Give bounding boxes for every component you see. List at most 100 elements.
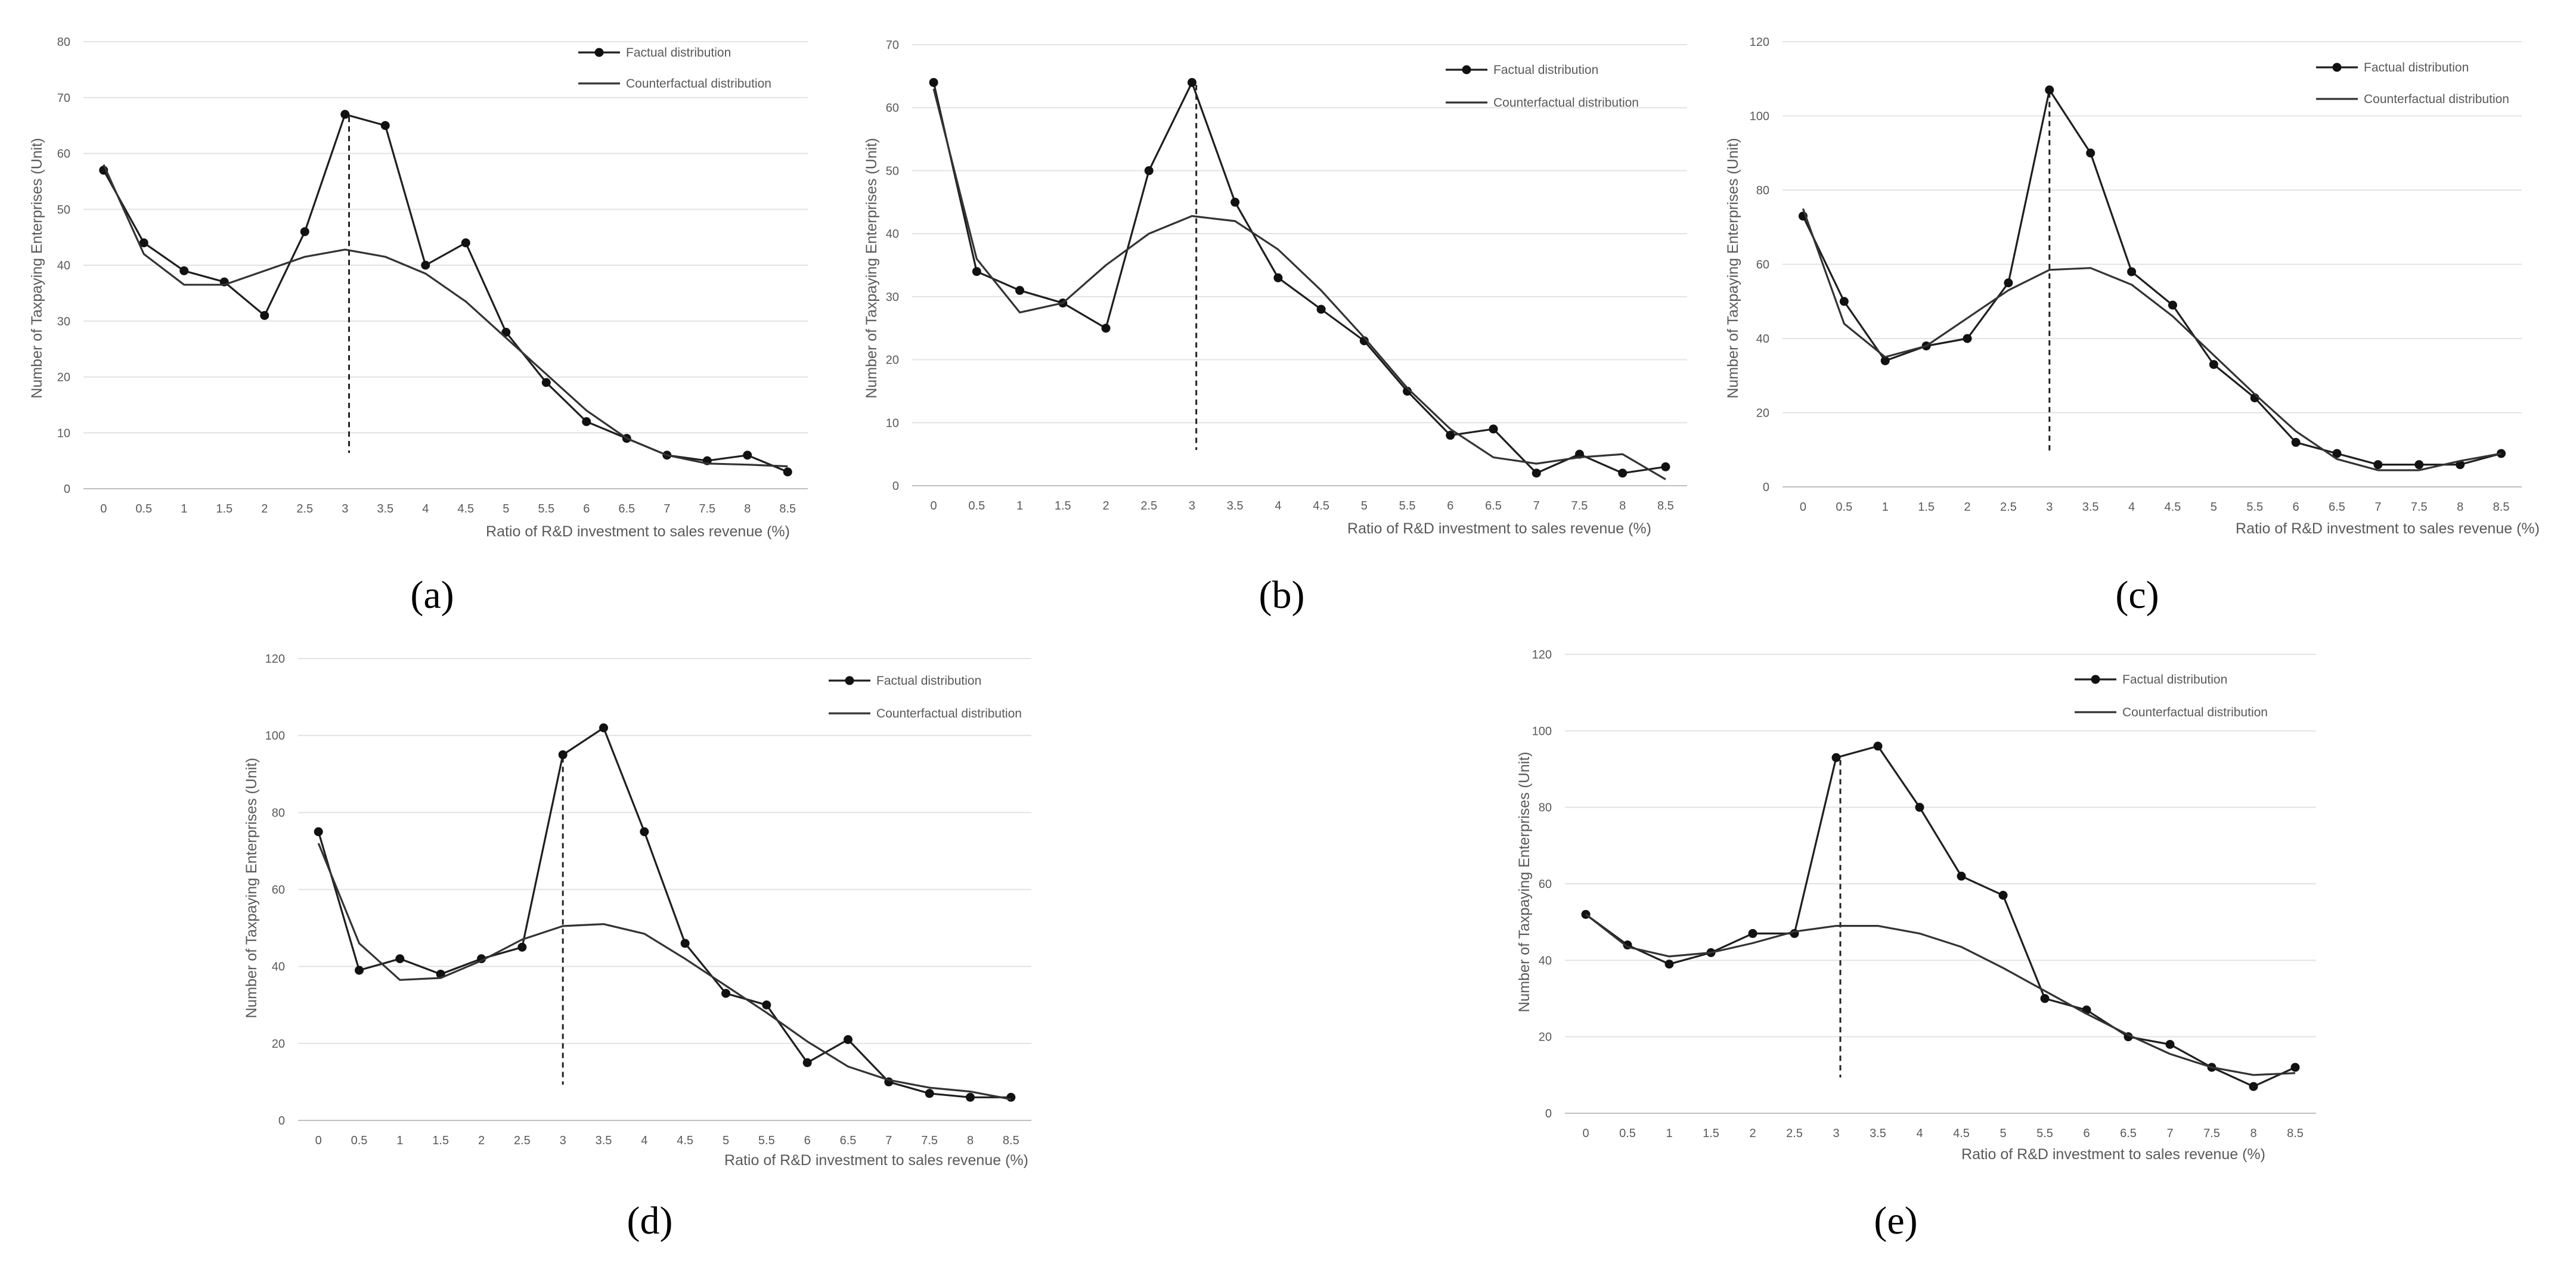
x-tick-label: 7.5 [2411,501,2428,514]
factual-data-point [558,750,568,759]
y-tick-label: 50 [886,164,899,178]
counterfactual-series-line [1585,914,2296,1076]
y-tick-label: 120 [265,653,285,666]
x-tick-label: 4.5 [457,502,474,516]
x-tick-label: 6 [2293,501,2299,514]
factual-data-point [2373,460,2383,470]
y-axis-title: Number of Taxpaying Enterprises (Unit) [29,138,45,398]
factual-data-point [582,417,591,426]
x-tick-label: 3.5 [1227,499,1244,513]
x-tick-label: 5 [723,1134,729,1147]
legend-counterfactual-label: Counterfactual distribution [2122,706,2268,719]
factual-data-point [1618,468,1628,478]
x-tick-label: 5.5 [2246,501,2263,514]
y-tick-label: 40 [57,259,70,272]
x-tick-label: 0 [100,502,107,516]
y-tick-label: 80 [1539,802,1552,815]
x-tick-label: 0 [931,499,937,513]
factual-data-point [314,827,323,837]
x-tick-label: 5.5 [1399,499,1416,513]
factual-data-point [1230,197,1240,207]
factual-data-point [783,467,792,477]
legend-factual-marker [1462,65,1471,74]
x-tick-label: 6.5 [618,502,635,516]
x-tick-label: 3.5 [377,502,393,516]
y-tick-label: 0 [278,1114,285,1128]
legend-factual-marker [845,676,854,685]
factual-data-point [802,1058,812,1067]
factual-data-point [1316,305,1326,314]
x-tick-label: 5.5 [538,502,554,516]
factual-data-point [966,1092,975,1102]
x-axis-title: Ratio of R&D investment to sales revenue… [486,523,790,540]
x-tick-label: 8 [1619,499,1626,513]
y-tick-label: 80 [57,36,70,49]
x-tick-label: 3.5 [596,1134,612,1147]
counterfactual-series-line [103,164,788,468]
factual-data-point [2290,1063,2300,1072]
y-tick-label: 20 [1539,1031,1552,1044]
y-tick-label: 40 [886,228,899,241]
x-tick-label: 3 [1833,1127,1839,1140]
x-tick-label: 7.5 [1571,499,1588,513]
x-tick-label: 6.5 [840,1134,857,1147]
y-tick-label: 70 [57,92,70,105]
x-tick-label: 1.5 [216,502,233,516]
factual-series-line [317,726,1011,1098]
x-tick-label: 0.5 [351,1134,368,1147]
y-tick-label: 30 [57,315,70,328]
panel-label: (a) [410,573,454,617]
x-tick-label: 1.5 [1055,499,1071,513]
legend-counterfactual-label: Counterfactual distribution [2364,92,2509,106]
x-tick-label: 6.5 [2120,1127,2137,1140]
x-tick-label: 2.5 [1140,499,1157,513]
chart-panel-a: 0 10 20 30 40 50 60 70 80 0 0.5 1 1.5 2 2.5 3 3.5 4 4.5 5 5.… [29,36,808,617]
panel-label: (e) [1874,1199,1917,1243]
factual-data-point [260,310,269,320]
x-tick-label: 6 [2083,1127,2090,1140]
chart-panel-c: 0 20 40 60 80 100 120 0 0.5 1 1.5 2 2.5 3 3.5 4 4.5 5 5.5 6… [1725,36,2540,617]
factual-series-line [1802,89,2502,466]
y-tick-label: 20 [1756,407,1769,420]
x-tick-label: 0.5 [968,499,985,513]
factual-data-point [501,328,511,337]
factual-data-point [2045,85,2054,95]
panel-label: (b) [1259,573,1305,617]
x-tick-label: 2.5 [514,1134,531,1147]
factual-data-point [1446,430,1455,440]
y-tick-label: 20 [886,354,899,367]
legend-factual-label: Factual distribution [2122,673,2227,687]
legend-factual-marker [2332,63,2342,72]
y-axis-title: Number of Taxpaying Enterprises (Unit) [243,757,260,1018]
factual-data-point [2040,994,2050,1003]
y-tick-label: 0 [1763,481,1769,494]
x-tick-label: 0.5 [1619,1127,1636,1140]
x-tick-label: 1 [181,502,187,516]
y-tick-label: 100 [1532,725,1552,738]
factual-data-point [2004,278,2013,288]
x-tick-label: 4 [1916,1127,1923,1140]
y-tick-label: 30 [886,291,899,304]
factual-data-point [541,378,551,387]
y-tick-label: 60 [1539,878,1552,891]
x-tick-label: 6 [583,502,590,516]
x-tick-label: 0.5 [1836,501,1852,514]
counterfactual-series-line [1802,208,2501,471]
x-tick-label: 1.5 [1703,1127,1719,1140]
legend-factual-label: Factual distribution [1493,63,1598,77]
x-tick-label: 8.5 [1003,1134,1019,1147]
factual-data-point [2456,460,2465,470]
x-tick-label: 4 [2128,501,2135,514]
x-tick-label: 7.5 [921,1134,938,1147]
factual-data-point [2127,267,2137,277]
x-tick-label: 3 [1189,499,1195,513]
x-tick-label: 4 [422,502,429,516]
x-tick-label: 4.5 [1953,1127,1970,1140]
factual-data-point [2291,437,2301,447]
x-tick-label: 8.5 [2493,501,2510,514]
factual-data-point [1101,324,1111,333]
factual-data-point [599,723,608,732]
x-tick-label: 2.5 [2000,501,2017,514]
factual-data-point [2086,148,2095,158]
x-tick-label: 5 [2000,1127,2006,1140]
